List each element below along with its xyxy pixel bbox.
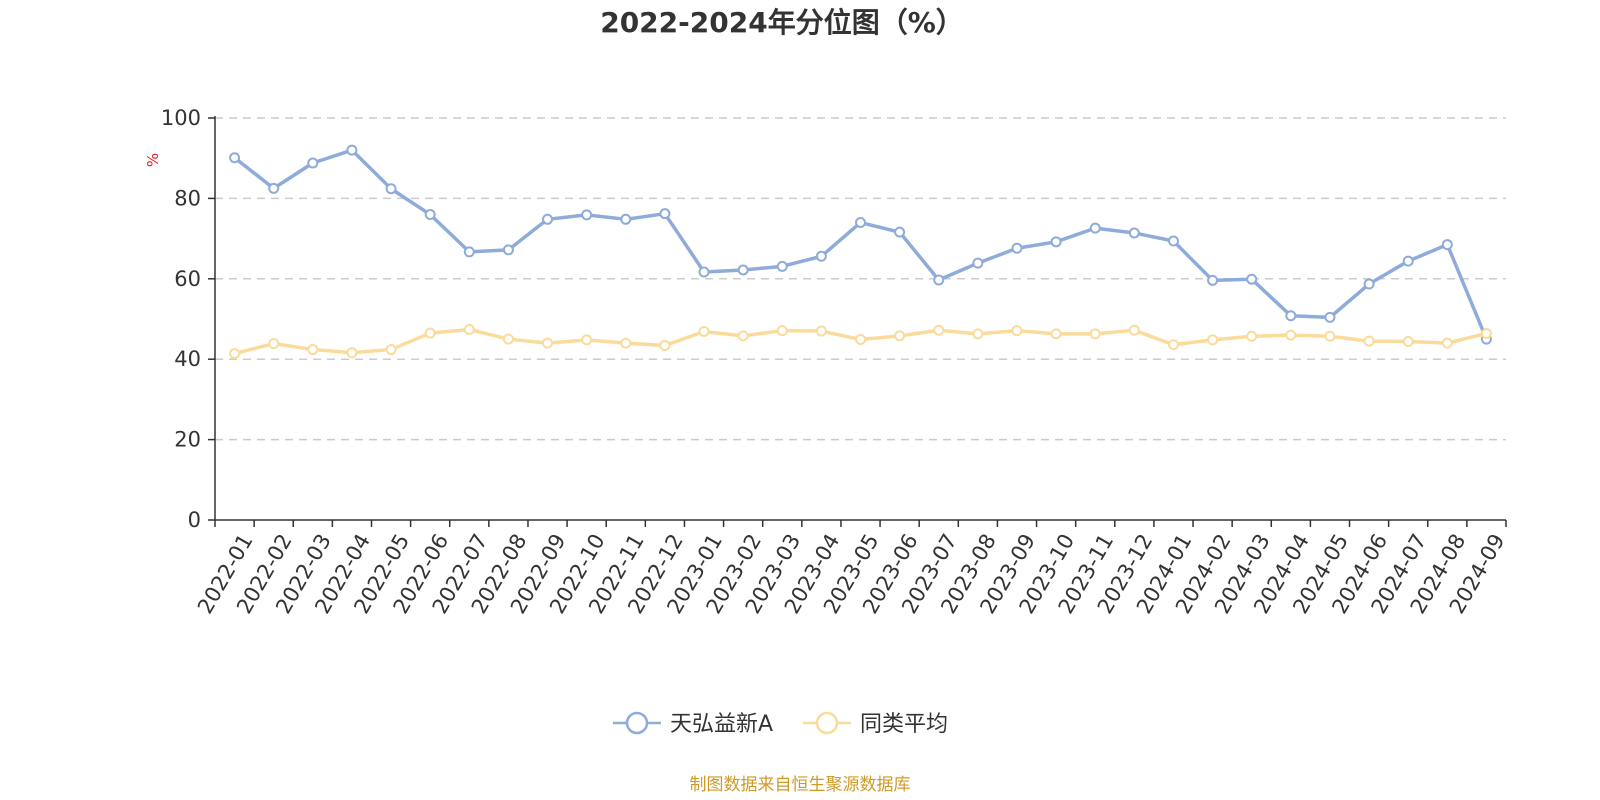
data-point xyxy=(1050,328,1062,340)
data-point xyxy=(542,213,554,225)
data-point xyxy=(229,152,241,164)
series-group xyxy=(229,144,1492,360)
data-point xyxy=(307,344,319,356)
data-point xyxy=(620,337,632,349)
data-point xyxy=(1207,334,1219,346)
data-point xyxy=(1246,273,1258,285)
data-point xyxy=(581,209,593,221)
data-point xyxy=(776,260,788,272)
data-point xyxy=(424,208,436,220)
data-point xyxy=(1167,235,1179,247)
data-point xyxy=(1011,325,1023,337)
data-point xyxy=(385,344,397,356)
data-point xyxy=(737,264,749,276)
data-point xyxy=(385,183,397,195)
data-point xyxy=(1402,255,1414,267)
legend-item-2[interactable]: 同类平均 xyxy=(803,711,948,737)
legend-marker-icon xyxy=(815,711,839,735)
y-tick-label: 0 xyxy=(188,508,201,532)
data-point xyxy=(972,257,984,269)
data-point xyxy=(502,244,514,256)
y-tick-label: 80 xyxy=(174,186,201,210)
data-point xyxy=(1128,324,1140,336)
data-point xyxy=(815,325,827,337)
data-point xyxy=(1246,330,1258,342)
y-tick-label: 40 xyxy=(174,347,201,371)
data-point xyxy=(268,338,280,350)
data-point xyxy=(229,348,241,360)
legend-item-1[interactable]: 天弘益新A xyxy=(613,711,773,737)
data-point xyxy=(502,333,514,345)
data-point xyxy=(1441,239,1453,251)
series-2 xyxy=(229,323,1492,360)
data-point xyxy=(1167,339,1179,351)
data-point xyxy=(815,250,827,262)
data-point xyxy=(855,217,866,229)
data-point xyxy=(659,208,671,220)
data-point xyxy=(698,325,710,337)
data-source-note: 制图数据来自恒生聚源数据库 xyxy=(690,775,911,795)
data-point xyxy=(776,325,788,337)
data-point xyxy=(1363,335,1375,347)
data-point xyxy=(268,182,280,194)
data-point xyxy=(894,330,906,342)
data-point xyxy=(1207,274,1219,286)
axes xyxy=(208,116,1507,527)
series-1 xyxy=(229,144,1492,345)
data-point xyxy=(1089,328,1101,340)
data-point xyxy=(855,334,866,346)
data-point xyxy=(659,340,671,352)
y-tick-labels: 0 20 40 60 80 100 xyxy=(161,106,201,532)
data-point xyxy=(737,330,749,342)
data-point xyxy=(542,337,554,349)
data-point xyxy=(346,347,358,359)
data-point xyxy=(581,334,593,346)
legend-label: 天弘益新A xyxy=(670,712,773,737)
y-axis-unit-label: % xyxy=(144,153,162,167)
legend-marker-icon xyxy=(625,711,649,735)
data-point xyxy=(307,157,319,169)
data-point xyxy=(1089,222,1101,234)
data-point xyxy=(1363,278,1375,290)
data-point xyxy=(424,327,436,339)
data-point xyxy=(972,328,984,340)
data-point xyxy=(1128,227,1140,239)
legend-label: 同类平均 xyxy=(860,712,948,737)
data-point xyxy=(1285,310,1297,322)
data-point xyxy=(346,144,358,156)
data-point xyxy=(1402,336,1414,348)
legend[interactable]: 天弘益新A 同类平均 xyxy=(613,711,948,737)
data-point xyxy=(698,266,710,278)
data-point xyxy=(463,246,475,258)
grid-lines xyxy=(215,117,1506,441)
data-point xyxy=(933,324,945,336)
data-point xyxy=(463,323,475,335)
y-tick-label: 60 xyxy=(174,267,201,291)
data-point xyxy=(1441,337,1453,349)
data-point xyxy=(1324,311,1336,323)
chart-title: 2022-2024年分位图（%） xyxy=(600,6,964,39)
data-point xyxy=(620,213,632,225)
series-line xyxy=(233,148,1489,340)
x-tick-labels: 2022-012022-022022-032022-042022-052022-… xyxy=(193,530,1510,618)
data-point xyxy=(933,274,945,286)
data-point xyxy=(1285,329,1297,341)
data-point xyxy=(1011,242,1023,254)
y-tick-label: 20 xyxy=(174,428,201,452)
data-point xyxy=(894,226,906,238)
data-point xyxy=(1324,330,1336,342)
data-point xyxy=(1050,236,1062,248)
y-tick-label: 100 xyxy=(161,106,201,130)
data-point xyxy=(1480,327,1492,339)
